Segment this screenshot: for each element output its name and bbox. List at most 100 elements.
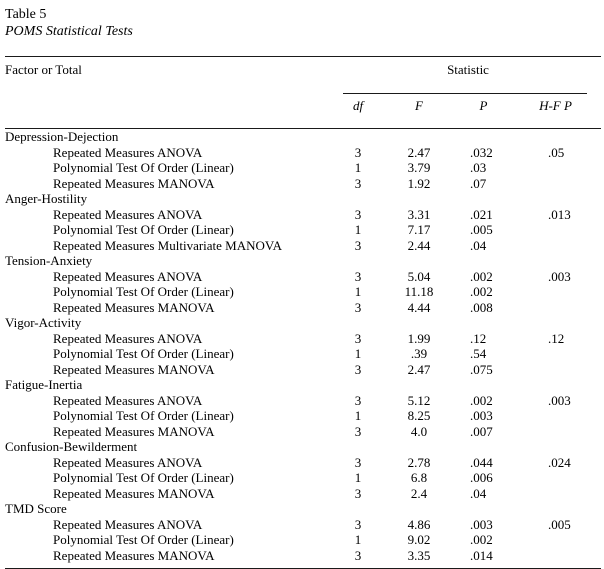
- df-value: 1: [354, 470, 362, 485]
- p-value: [457, 439, 510, 455]
- test-name: Repeated Measures MANOVA: [53, 423, 215, 439]
- p-value: .021: [470, 206, 493, 222]
- hfp-value: [510, 532, 601, 548]
- table-row: Repeated Measures ANOVA 3 5.12 .002 .003: [5, 393, 601, 409]
- table-row: Repeated Measures MANOVA 3 3.35 .014: [5, 548, 601, 564]
- p-value: .008: [470, 299, 493, 315]
- table-row: Repeated Measures ANOVA 3 1.99 .12 .12: [5, 331, 601, 347]
- statistic-group-header: Statistic: [335, 56, 602, 95]
- test-name: Repeated Measures ANOVA: [53, 144, 203, 160]
- p-value: .075: [470, 361, 493, 377]
- p-value: .12: [470, 330, 487, 346]
- table-title: POMS Statistical Tests: [5, 24, 133, 39]
- df-value: 3: [354, 423, 362, 439]
- hfp-value: [510, 346, 601, 362]
- p-value: .002: [470, 284, 493, 299]
- f-value: 4.86: [407, 516, 431, 532]
- df-value: 1: [354, 408, 362, 423]
- table-row: Repeated Measures ANOVA 3 3.31 .021 .013: [5, 207, 601, 223]
- f-value: 4.44: [407, 299, 431, 315]
- p-value: .04: [470, 237, 487, 253]
- p-value: .002: [470, 532, 493, 547]
- p-value: .007: [470, 423, 493, 439]
- factor-name: Anger-Hostility: [5, 191, 88, 206]
- f-value: 1.92: [407, 175, 431, 191]
- table-row: Repeated Measures Multivariate MANOVA 3 2.…: [5, 238, 601, 254]
- f-value: 2.47: [407, 361, 431, 377]
- table-row: Repeated Measures MANOVA 3 4.44 .008: [5, 300, 601, 316]
- table-row: Repeated Measures MANOVA 3 4.0 .007: [5, 424, 601, 440]
- f-value: [381, 129, 457, 145]
- f-value: [381, 191, 457, 207]
- hfp-value: [510, 284, 601, 300]
- hfp-column-header: H-F P: [510, 94, 602, 129]
- f-value: 8.25: [407, 408, 431, 423]
- test-name: Repeated Measures MANOVA: [53, 361, 215, 377]
- p-value: [457, 129, 510, 145]
- table-caption: Table 5 POMS Statistical Tests: [0, 0, 604, 40]
- f-value: 5.04: [407, 268, 431, 284]
- df-value: [335, 377, 381, 393]
- table-row: Repeated Measures ANOVA 3 5.04 .002 .003: [5, 269, 601, 285]
- table-row: Polynomial Test Of Order (Linear) 1 8.25 .0…: [5, 408, 601, 424]
- hfp-value: [510, 377, 601, 393]
- f-value: 2.47: [407, 144, 431, 160]
- p-value: [457, 191, 510, 207]
- table-row: Confusion-Bewilderment: [5, 439, 601, 455]
- df-value: 3: [354, 485, 362, 501]
- hfp-value: [510, 160, 601, 176]
- test-name: Polynomial Test Of Order (Linear): [53, 222, 234, 237]
- p-value: .044: [470, 454, 493, 470]
- hfp-value: .013: [548, 206, 571, 222]
- f-value: 3.35: [407, 547, 431, 563]
- df-value: 3: [354, 454, 362, 470]
- hfp-value: .024: [548, 454, 571, 470]
- table-row: Polynomial Test Of Order (Linear) 1 7.17 .0…: [5, 222, 601, 238]
- hfp-value: [510, 300, 601, 316]
- test-name: Polynomial Test Of Order (Linear): [53, 408, 234, 423]
- p-value: .002: [470, 268, 493, 284]
- df-value: 3: [354, 330, 362, 346]
- p-value: .54: [470, 346, 487, 361]
- hfp-value: [510, 238, 601, 254]
- hfp-value: [510, 315, 601, 331]
- table-number: Table 5: [5, 7, 47, 22]
- p-value: .07: [470, 175, 487, 191]
- hfp-value: [510, 486, 601, 502]
- df-value: 1: [354, 222, 362, 237]
- p-value: .006: [470, 470, 493, 485]
- table-row: Polynomial Test Of Order (Linear) 1 .39 .54: [5, 346, 601, 362]
- table-row: Polynomial Test Of Order (Linear) 1 11.18.…: [5, 284, 601, 300]
- p-column-header: P: [457, 94, 510, 129]
- table-row: Polynomial Test Of Order (Linear) 1 3.79 .0…: [5, 160, 601, 176]
- df-value: 1: [354, 284, 362, 299]
- df-value: [335, 501, 381, 517]
- empty-header-cell: [5, 94, 335, 129]
- p-value: [457, 253, 510, 269]
- f-value: [381, 315, 457, 331]
- df-value: 3: [354, 237, 362, 253]
- test-name: Repeated Measures ANOVA: [53, 206, 203, 222]
- df-value: [335, 129, 381, 145]
- df-value: 3: [354, 206, 362, 222]
- table-row: Repeated Measures ANOVA 3 2.47 .032 .05: [5, 145, 601, 161]
- hfp-value: [510, 470, 601, 486]
- df-value: 3: [354, 175, 362, 191]
- p-value: .032: [470, 144, 493, 160]
- f-value: 2.78: [407, 454, 431, 470]
- test-name: Repeated Measures ANOVA: [53, 330, 203, 346]
- table-bottom-rule-row: [5, 563, 602, 569]
- table-row: Tension-Anxiety: [5, 253, 601, 269]
- p-value: [457, 315, 510, 331]
- factor-name: Tension-Anxiety: [5, 253, 93, 268]
- f-value: .39: [410, 346, 428, 361]
- table-row: Repeated Measures MANOVA 3 2.4 .04: [5, 486, 601, 502]
- f-column-header: F: [381, 94, 457, 129]
- test-name: Repeated Measures ANOVA: [53, 454, 203, 470]
- table-row: Polynomial Test Of Order (Linear) 1 9.02 .0…: [5, 532, 601, 548]
- f-value: 2.44: [407, 237, 431, 253]
- hfp-value: [510, 501, 601, 517]
- df-value: [335, 439, 381, 455]
- df-value: 1: [354, 532, 362, 547]
